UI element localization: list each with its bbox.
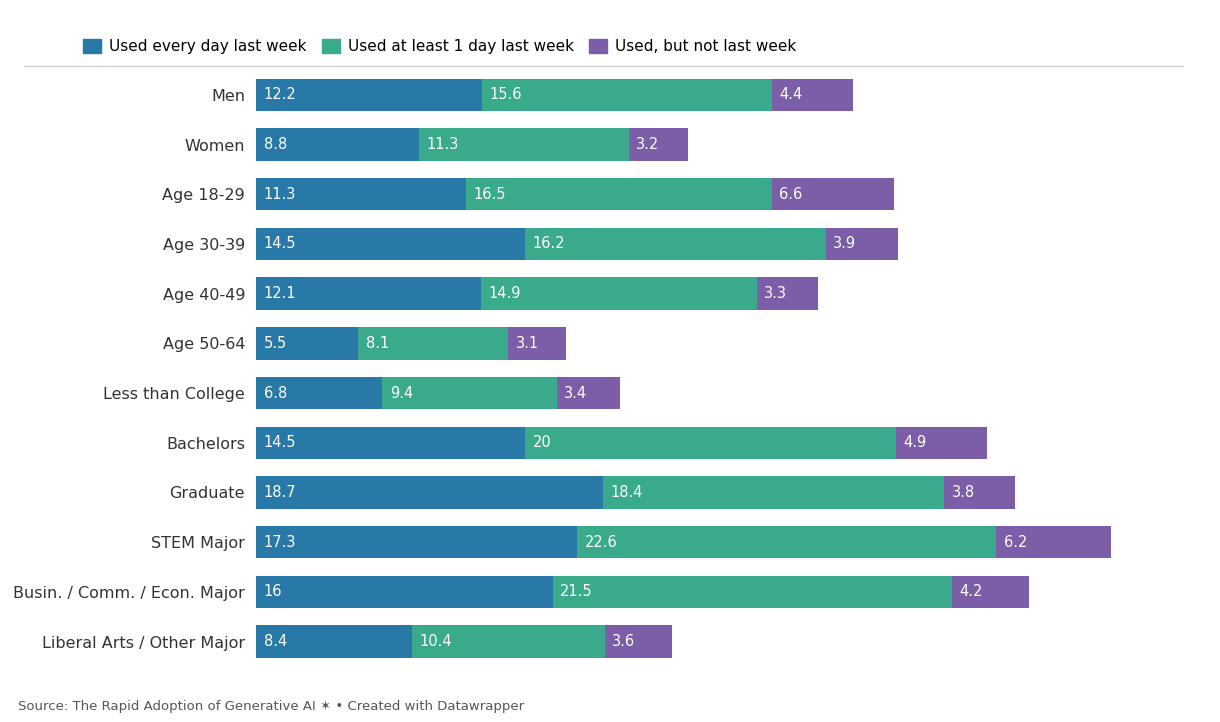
- Text: 3.9: 3.9: [833, 236, 856, 251]
- Text: 8.1: 8.1: [366, 336, 389, 351]
- Text: 3.8: 3.8: [952, 485, 975, 500]
- Text: 3.1: 3.1: [516, 336, 539, 351]
- Text: 16: 16: [264, 584, 282, 599]
- Text: 22.6: 22.6: [584, 535, 617, 549]
- Bar: [412, 625, 605, 658]
- Bar: [826, 227, 898, 260]
- Bar: [256, 477, 603, 509]
- Text: 5.5: 5.5: [264, 336, 287, 351]
- Text: 14.5: 14.5: [264, 435, 296, 451]
- Text: 11.3: 11.3: [427, 137, 459, 152]
- Bar: [256, 427, 525, 459]
- Text: 12.2: 12.2: [264, 87, 296, 103]
- Bar: [577, 526, 996, 558]
- Text: 20: 20: [532, 435, 551, 451]
- Bar: [630, 129, 688, 161]
- Text: 16.2: 16.2: [532, 236, 565, 251]
- Text: 17.3: 17.3: [264, 535, 296, 549]
- Text: 6.8: 6.8: [264, 386, 287, 401]
- Bar: [481, 277, 756, 310]
- Bar: [756, 277, 819, 310]
- Bar: [256, 79, 482, 111]
- Text: 3.4: 3.4: [564, 386, 587, 401]
- Bar: [466, 178, 772, 210]
- Text: 21.5: 21.5: [560, 584, 593, 599]
- Bar: [256, 178, 466, 210]
- Bar: [895, 427, 987, 459]
- Text: 8.4: 8.4: [264, 634, 287, 649]
- Text: 4.9: 4.9: [903, 435, 927, 451]
- Bar: [952, 575, 1030, 608]
- Bar: [525, 227, 826, 260]
- Text: 3.6: 3.6: [612, 634, 636, 649]
- Text: 14.9: 14.9: [488, 286, 521, 301]
- Bar: [944, 477, 1015, 509]
- Bar: [256, 327, 359, 360]
- Bar: [256, 227, 525, 260]
- Text: 6.2: 6.2: [1004, 535, 1027, 549]
- Bar: [256, 575, 553, 608]
- Bar: [509, 327, 566, 360]
- Bar: [256, 277, 481, 310]
- Legend: Used every day last week, Used at least 1 day last week, Used, but not last week: Used every day last week, Used at least …: [83, 39, 797, 54]
- Text: 16.5: 16.5: [473, 187, 505, 201]
- Text: 12.1: 12.1: [264, 286, 296, 301]
- Bar: [772, 178, 894, 210]
- Bar: [556, 377, 620, 409]
- Text: 3.2: 3.2: [637, 137, 660, 152]
- Bar: [256, 625, 412, 658]
- Text: 6.6: 6.6: [780, 187, 803, 201]
- Bar: [420, 129, 630, 161]
- Bar: [382, 377, 556, 409]
- Bar: [525, 427, 895, 459]
- Bar: [256, 129, 420, 161]
- Bar: [772, 79, 853, 111]
- Text: 18.7: 18.7: [264, 485, 296, 500]
- Text: Source: The Rapid Adoption of Generative AI ✶ • Created with Datawrapper: Source: The Rapid Adoption of Generative…: [18, 700, 525, 713]
- Bar: [603, 477, 944, 509]
- Bar: [553, 575, 952, 608]
- Text: 10.4: 10.4: [420, 634, 453, 649]
- Bar: [996, 526, 1111, 558]
- Text: 9.4: 9.4: [389, 386, 412, 401]
- Bar: [359, 327, 509, 360]
- Bar: [482, 79, 772, 111]
- Text: 14.5: 14.5: [264, 236, 296, 251]
- Text: 4.2: 4.2: [959, 584, 982, 599]
- Bar: [256, 526, 577, 558]
- Bar: [256, 377, 382, 409]
- Text: 4.4: 4.4: [780, 87, 803, 103]
- Text: 11.3: 11.3: [264, 187, 296, 201]
- Text: 15.6: 15.6: [490, 87, 522, 103]
- Text: 18.4: 18.4: [610, 485, 643, 500]
- Text: 3.3: 3.3: [764, 286, 787, 301]
- Text: 8.8: 8.8: [264, 137, 287, 152]
- Bar: [605, 625, 671, 658]
